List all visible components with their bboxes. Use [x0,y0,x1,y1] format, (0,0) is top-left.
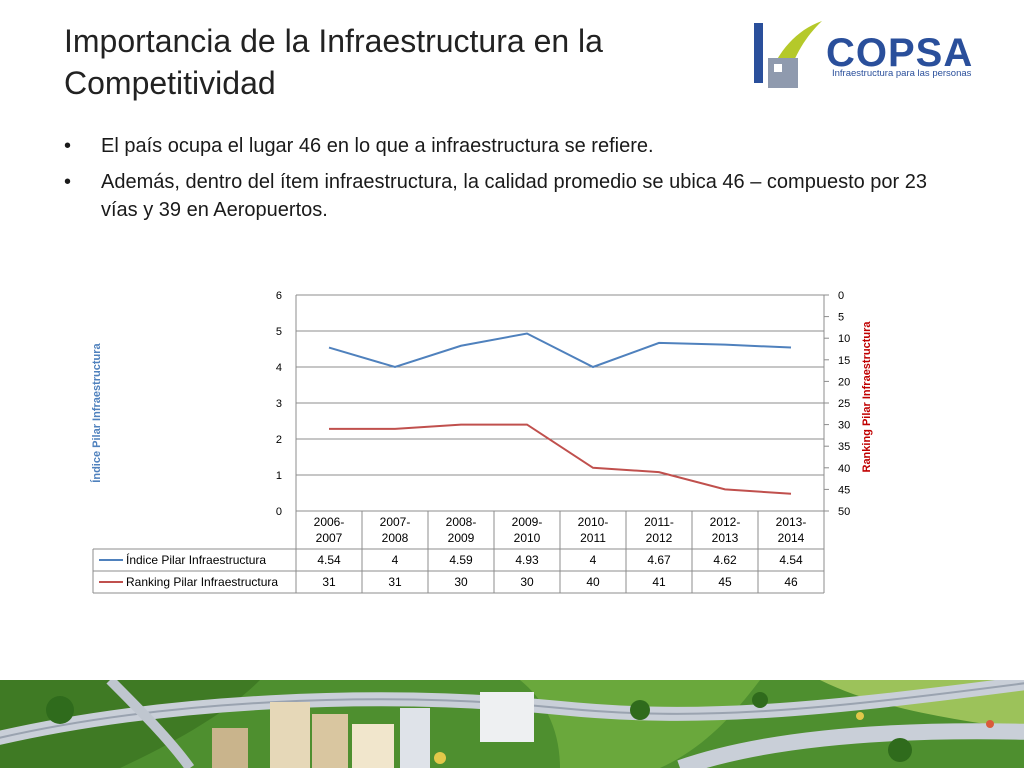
y2-tick-label: 40 [838,463,850,475]
data-label: 41 [652,575,666,589]
data-label: 4 [392,553,399,567]
copsa-logo: COPSA Infraestructura para las personas [754,21,973,88]
bullet-item: • El país ocupa el lugar 46 en lo que a i… [64,132,944,160]
data-label: 4.62 [713,553,737,567]
x-tick-label: 2010- [578,515,609,529]
x-tick-label: 2014 [778,531,805,545]
x-tick-label: 2007- [380,515,411,529]
x-tick-label: 2013- [776,515,807,529]
data-label: 4.93 [515,553,539,567]
x-tick-label: 2012- [710,515,741,529]
legend-label: Ranking Pilar Infraestructura [126,575,278,589]
logo-square-gray [768,58,798,88]
y-tick-label: 6 [276,290,282,302]
y2-tick-label: 30 [838,420,850,432]
data-label: 4.67 [647,553,671,567]
legend-label: Índice Pilar Infraestructura [126,552,266,567]
data-label: 45 [718,575,732,589]
data-label: 30 [454,575,468,589]
y-tick-label: 4 [276,362,282,374]
slide-title-line-2: Competitividad [64,65,276,101]
x-tick-label: 2009- [512,515,543,529]
y-tick-label: 1 [276,470,282,482]
y2-tick-label: 5 [838,312,844,324]
x-tick-label: 2013 [712,531,739,545]
data-label: 4 [590,553,597,567]
data-label: 31 [322,575,336,589]
slide-title-line-1: Importancia de la Infraestructura en la [64,23,603,59]
data-label: 31 [388,575,402,589]
ranking-series-line [329,423,792,495]
y-axis-title: Índice Pilar Infraestructura [90,342,103,482]
y2-tick-label: 45 [838,484,850,496]
logo-wordmark: COPSA [826,31,973,75]
y2-tick-label: 15 [838,355,850,367]
x-tick-label: 2010 [514,531,541,545]
bullet-glyph: • [64,135,72,157]
bullet-list: • El país ocupa el lugar 46 en lo que a i… [64,132,944,232]
y2-tick-label: 20 [838,376,850,388]
x-tick-label: 2006- [314,515,345,529]
index-series-line [328,332,792,369]
y2-tick-label: 35 [838,441,850,453]
slide-title: Importancia de la Infraestructura en la … [64,20,724,104]
y2-axis-title: Ranking Pilar Infraestructura [861,321,873,473]
bullet-item: • Además, dentro del ítem infraestructura… [64,168,944,224]
y2-tick-label: 25 [838,398,850,410]
data-label: 4.59 [449,553,473,567]
y-tick-label: 0 [276,506,282,518]
footer-illustration [0,680,1024,768]
logo-square-inner [774,64,782,72]
logo-bar-blue [754,23,763,83]
logo-tagline: Infraestructura para las personas [832,68,972,79]
data-label: 30 [520,575,534,589]
x-tick-label: 2007 [316,531,343,545]
x-tick-label: 2008 [382,531,409,545]
x-tick-label: 2011 [580,531,606,545]
x-tick-label: 2008- [446,515,477,529]
bullet-text: El país ocupa el lugar 46 en lo que a in… [101,135,654,157]
x-tick-label: 2012 [646,531,673,545]
bullet-text: Además, dentro del ítem infraestructura,… [101,171,928,221]
y-tick-label: 2 [276,434,282,446]
data-label: 40 [586,575,600,589]
y-tick-label: 3 [276,398,282,410]
y2-tick-label: 50 [838,506,850,518]
y2-tick-label: 0 [838,290,844,302]
data-label: 46 [784,575,798,589]
bullet-glyph: • [64,171,72,193]
x-tick-label: 2011- [644,515,674,529]
x-tick-label: 2009 [448,531,475,545]
y2-tick-label: 10 [838,333,850,345]
y-tick-label: 5 [276,326,282,338]
data-label: 4.54 [779,553,803,567]
data-label: 4.54 [317,553,341,567]
